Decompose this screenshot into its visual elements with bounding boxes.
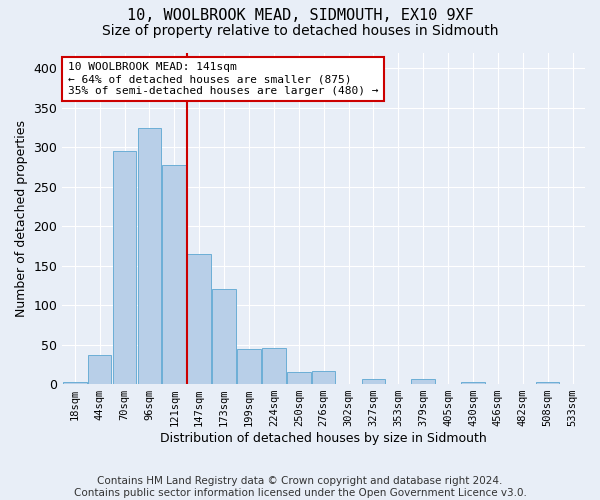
X-axis label: Distribution of detached houses by size in Sidmouth: Distribution of detached houses by size … <box>160 432 487 445</box>
Bar <box>137 128 161 384</box>
Y-axis label: Number of detached properties: Number of detached properties <box>15 120 28 317</box>
Bar <box>536 382 559 384</box>
Bar <box>163 166 186 384</box>
Bar <box>113 151 136 384</box>
Bar <box>88 355 112 384</box>
Text: Size of property relative to detached houses in Sidmouth: Size of property relative to detached ho… <box>102 24 498 38</box>
Text: Contains HM Land Registry data © Crown copyright and database right 2024.
Contai: Contains HM Land Registry data © Crown c… <box>74 476 526 498</box>
Text: 10 WOOLBROOK MEAD: 141sqm
← 64% of detached houses are smaller (875)
35% of semi: 10 WOOLBROOK MEAD: 141sqm ← 64% of detac… <box>68 62 378 96</box>
Bar <box>212 290 236 384</box>
Bar <box>461 382 485 384</box>
Bar <box>412 378 435 384</box>
Bar <box>287 372 311 384</box>
Bar <box>63 382 86 384</box>
Text: 10, WOOLBROOK MEAD, SIDMOUTH, EX10 9XF: 10, WOOLBROOK MEAD, SIDMOUTH, EX10 9XF <box>127 8 473 22</box>
Bar <box>312 372 335 384</box>
Bar <box>237 350 261 384</box>
Bar <box>262 348 286 384</box>
Bar <box>362 380 385 384</box>
Bar <box>187 254 211 384</box>
